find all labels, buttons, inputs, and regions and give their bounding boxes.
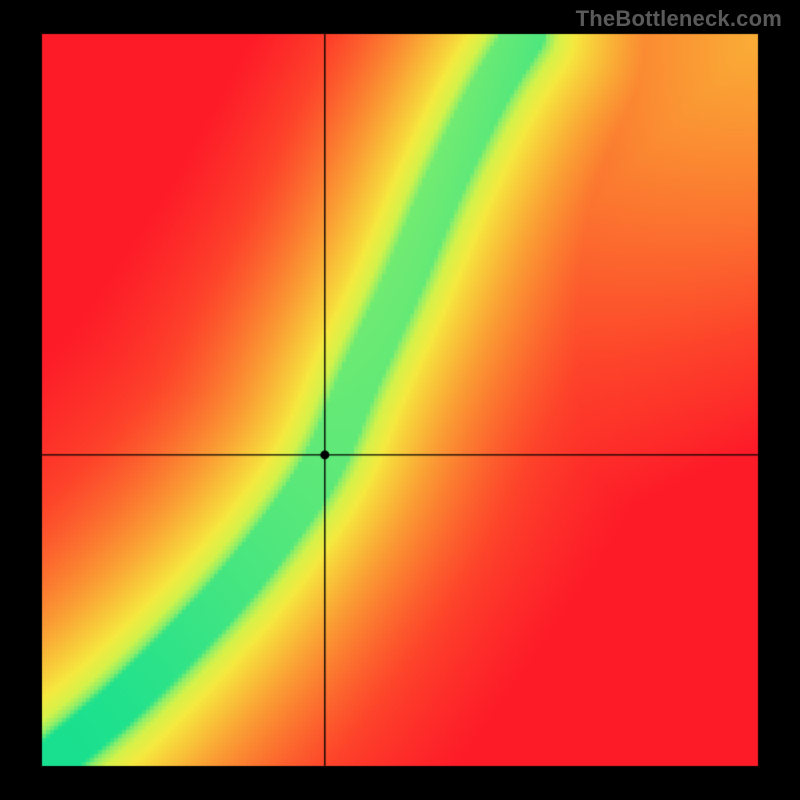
overlay-canvas (0, 0, 800, 800)
watermark-text: TheBottleneck.com (576, 6, 782, 32)
chart-container: TheBottleneck.com (0, 0, 800, 800)
